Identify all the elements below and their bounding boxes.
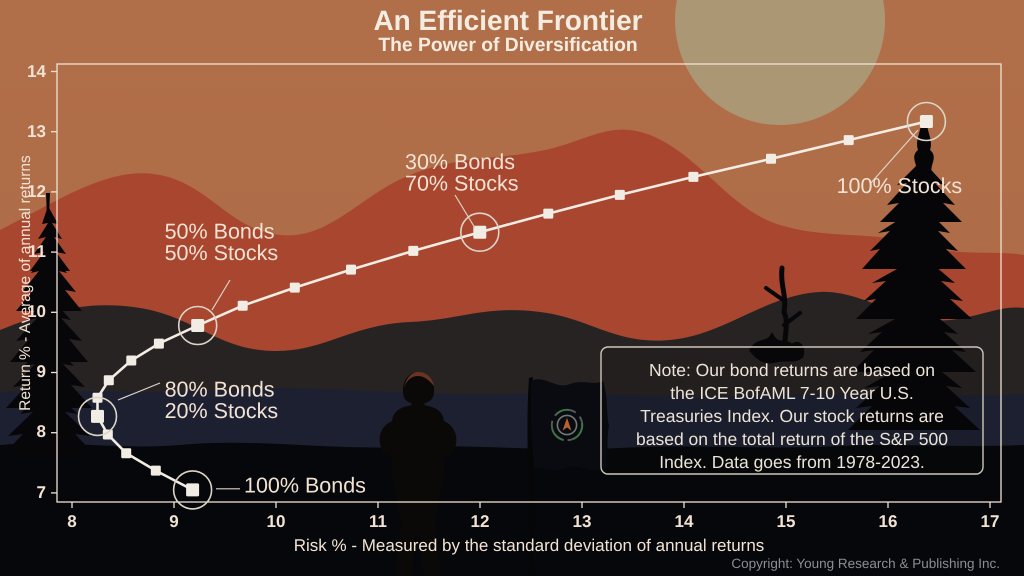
svg-text:based on the total return of t: based on the total return of the S&P 500 <box>636 429 948 449</box>
svg-text:10: 10 <box>267 512 286 531</box>
svg-text:Return % - Average of annual r: Return % - Average of annual returns <box>17 155 34 411</box>
svg-text:100% Bonds: 100% Bonds <box>244 474 366 498</box>
svg-text:Treasuries Index. Our stock re: Treasuries Index. Our stock returns are <box>640 406 944 426</box>
svg-text:14: 14 <box>675 512 694 531</box>
svg-text:Risk % - Measured by the stand: Risk % - Measured by the standard deviat… <box>294 536 765 555</box>
svg-text:20% Stocks: 20% Stocks <box>165 399 279 423</box>
svg-text:8: 8 <box>67 512 76 531</box>
svg-text:70% Stocks: 70% Stocks <box>405 172 519 196</box>
svg-text:16: 16 <box>879 512 898 531</box>
svg-text:An Efficient Frontier: An Efficient Frontier <box>373 5 642 36</box>
svg-text:Copyright: Young Research & Pu: Copyright: Young Research & Publishing I… <box>731 556 1000 571</box>
svg-text:17: 17 <box>981 512 1000 531</box>
svg-text:14: 14 <box>27 62 46 81</box>
svg-text:12: 12 <box>471 512 490 531</box>
svg-text:13: 13 <box>573 512 592 531</box>
svg-text:80% Bonds: 80% Bonds <box>165 378 275 402</box>
svg-text:The Power of Diversification: The Power of Diversification <box>378 35 637 56</box>
svg-text:11: 11 <box>369 512 387 531</box>
svg-text:9: 9 <box>169 512 178 531</box>
svg-text:13: 13 <box>27 122 46 141</box>
svg-text:100% Stocks: 100% Stocks <box>837 174 962 198</box>
svg-text:Index. Data goes from 1978-202: Index. Data goes from 1978-2023. <box>659 452 925 472</box>
svg-text:50% Stocks: 50% Stocks <box>165 241 279 265</box>
svg-text:9: 9 <box>37 362 46 381</box>
svg-text:8: 8 <box>37 422 46 441</box>
svg-text:7: 7 <box>37 483 46 502</box>
svg-text:30% Bonds: 30% Bonds <box>405 150 515 174</box>
svg-text:Note: Our bond returns are bas: Note: Our bond returns are based on <box>649 360 935 380</box>
svg-text:the ICE BofAML 7-10 Year U.S.: the ICE BofAML 7-10 Year U.S. <box>670 383 914 403</box>
svg-text:15: 15 <box>777 512 796 531</box>
svg-text:50% Bonds: 50% Bonds <box>165 220 275 244</box>
